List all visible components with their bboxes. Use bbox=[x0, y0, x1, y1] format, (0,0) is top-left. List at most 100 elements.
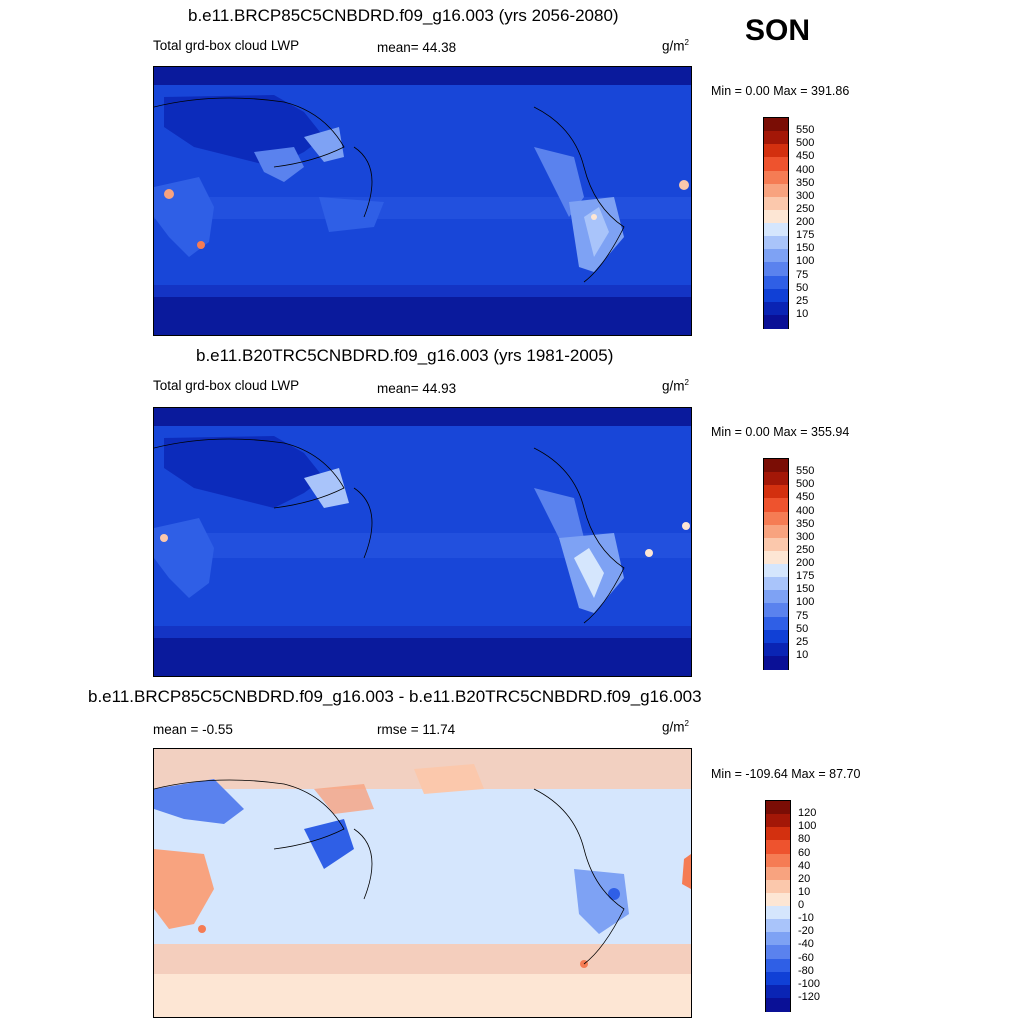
colorbar-tick-label: 500 bbox=[796, 478, 815, 491]
colorbar-tick-label: 550 bbox=[796, 124, 815, 137]
colorbar-box bbox=[766, 853, 790, 868]
panel1-minmax: Min = 0.00 Max = 391.86 bbox=[711, 84, 850, 98]
colorbar-box bbox=[764, 262, 788, 276]
panel2-mean-label: mean= 44.93 bbox=[377, 381, 457, 396]
colorbar-box bbox=[764, 564, 788, 578]
panel3-rmse-label: rmse = 11.74 bbox=[377, 722, 456, 737]
colorbar-tick-label: 40 bbox=[798, 859, 811, 872]
colorbar-tick-label: 120 bbox=[798, 807, 817, 820]
colorbar-box bbox=[764, 314, 788, 329]
colorbar-tick-label: 350 bbox=[796, 176, 815, 189]
colorbar-box bbox=[764, 511, 788, 526]
colorbar-tick-label: 75 bbox=[796, 268, 809, 281]
colorbar-box bbox=[764, 616, 788, 631]
colorbar-tick-label: 100 bbox=[796, 596, 815, 609]
colorbar-tick-label: 400 bbox=[796, 163, 815, 176]
colorbar-box bbox=[764, 209, 788, 224]
panel3-title: b.e11.BRCP85C5CNBDRD.f09_g16.003 - b.e11… bbox=[88, 687, 702, 706]
colorbar-tick-label: -80 bbox=[798, 964, 814, 977]
colorbar-box bbox=[764, 236, 788, 250]
colorbar-tick-label: 50 bbox=[796, 622, 809, 635]
colorbar-box bbox=[764, 485, 788, 499]
colorbar-box bbox=[764, 301, 788, 316]
season-label: SON bbox=[745, 14, 811, 47]
colorbar-box bbox=[764, 131, 788, 145]
panel1-units: g/m2 bbox=[662, 38, 689, 54]
colorbar-box bbox=[766, 866, 790, 881]
colorbar-box bbox=[764, 524, 788, 539]
panel2-map bbox=[153, 407, 692, 677]
colorbar-tick-label: 10 bbox=[796, 648, 809, 661]
colorbar-tick-label: 175 bbox=[796, 570, 815, 583]
colorbar-tick-label: 350 bbox=[796, 517, 815, 530]
colorbar-tick-label: 300 bbox=[796, 530, 815, 543]
colorbar-tick-label: 0 bbox=[798, 899, 805, 911]
colorbar-box bbox=[764, 288, 788, 303]
panel2-colorbar: 550 500 450 400 350 300 250 200 175 150 100 75 50 25 1… bbox=[763, 458, 814, 670]
panel2-units: g/m2 bbox=[662, 378, 689, 394]
panel3-colorbar: 120 100 80 60 40 20 10 0 -10 -20 -40 -60 -80 -100 -120 bbox=[765, 800, 820, 1012]
colorbar-tick-label: 100 bbox=[796, 255, 815, 268]
panel3-map bbox=[153, 748, 692, 1018]
colorbar-tick-label: 450 bbox=[796, 150, 815, 163]
colorbar-box bbox=[766, 801, 790, 815]
panel1-title: b.e11.BRCP85C5CNBDRD.f09_g16.003 (yrs 20… bbox=[188, 6, 619, 25]
panel1-mean-label: mean= 44.38 bbox=[377, 40, 457, 55]
colorbar-tick-label: 150 bbox=[796, 242, 815, 255]
colorbar-tick-label: 60 bbox=[798, 846, 811, 859]
panel1-variable-label: Total grd-box cloud LWP bbox=[153, 38, 300, 53]
panel3-minmax: Min = -109.64 Max = 87.70 bbox=[711, 767, 861, 781]
colorbar-box bbox=[764, 170, 788, 185]
colorbar-tick-label: 450 bbox=[796, 491, 815, 504]
colorbar-box bbox=[764, 590, 788, 604]
colorbar-box bbox=[766, 840, 790, 854]
colorbar-box bbox=[766, 827, 790, 841]
colorbar-tick-label: -60 bbox=[798, 951, 814, 964]
colorbar-tick-label: 50 bbox=[796, 281, 809, 294]
colorbar-box bbox=[764, 577, 788, 591]
colorbar-box bbox=[766, 892, 790, 907]
colorbar-tick-label: 175 bbox=[796, 229, 815, 242]
panel3-mean-label: mean = -0.55 bbox=[153, 722, 233, 737]
colorbar-tick-label: 20 bbox=[798, 872, 811, 885]
colorbar-tick-label: 75 bbox=[796, 609, 809, 622]
panel1-colorbar: 550 500 450 400 350 300 250 200 175 150 100 75 50 25 1… bbox=[763, 117, 814, 329]
colorbar-tick-label: 10 bbox=[798, 885, 811, 898]
colorbar-box bbox=[764, 249, 788, 263]
colorbar-tick-label: 100 bbox=[798, 820, 817, 833]
colorbar-box bbox=[766, 906, 790, 920]
colorbar-tick-label: -10 bbox=[798, 912, 814, 925]
colorbar-box bbox=[764, 550, 788, 565]
colorbar-tick-label: -120 bbox=[798, 990, 821, 1003]
colorbar-tick-label: 500 bbox=[796, 137, 815, 150]
colorbar-box bbox=[766, 971, 790, 986]
colorbar-box bbox=[766, 997, 790, 1012]
colorbar-box bbox=[764, 223, 788, 237]
colorbar-box bbox=[766, 879, 790, 894]
panel2-title: b.e11.B20TRC5CNBDRD.f09_g16.003 (yrs 198… bbox=[196, 346, 614, 365]
colorbar-tick-label: 400 bbox=[796, 504, 815, 517]
colorbar-box bbox=[766, 945, 790, 959]
panel3-units: g/m2 bbox=[662, 719, 689, 735]
colorbar-box bbox=[764, 275, 788, 290]
colorbar-box bbox=[766, 919, 790, 933]
colorbar-box bbox=[764, 118, 788, 132]
panel1-map bbox=[153, 66, 692, 336]
panel2-minmax: Min = 0.00 Max = 355.94 bbox=[711, 425, 850, 439]
colorbar-tick-label: 250 bbox=[796, 543, 815, 556]
colorbar-tick-label: -40 bbox=[798, 938, 814, 951]
colorbar-box bbox=[764, 459, 788, 473]
colorbar-box bbox=[764, 655, 788, 670]
colorbar-box bbox=[764, 603, 788, 617]
colorbar-tick-label: 550 bbox=[796, 465, 815, 478]
colorbar-tick-label: 200 bbox=[796, 557, 815, 569]
colorbar-tick-label: 80 bbox=[798, 833, 811, 846]
colorbar-tick-label: 25 bbox=[796, 635, 809, 648]
colorbar-tick-label: 25 bbox=[796, 294, 809, 307]
colorbar-box bbox=[766, 958, 790, 973]
colorbar-box bbox=[764, 144, 788, 158]
colorbar-box bbox=[764, 498, 788, 512]
colorbar-tick-label: 200 bbox=[796, 216, 815, 228]
colorbar-box bbox=[766, 814, 790, 828]
colorbar-box bbox=[766, 932, 790, 946]
